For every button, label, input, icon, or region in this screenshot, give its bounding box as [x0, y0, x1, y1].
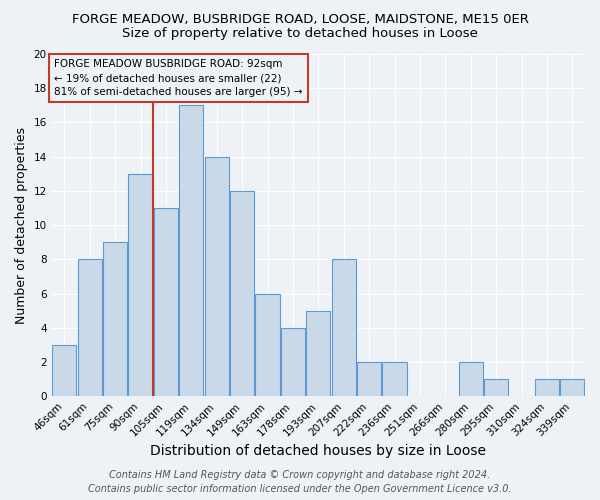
- Y-axis label: Number of detached properties: Number of detached properties: [15, 126, 28, 324]
- Text: FORGE MEADOW BUSBRIDGE ROAD: 92sqm
← 19% of detached houses are smaller (22)
81%: FORGE MEADOW BUSBRIDGE ROAD: 92sqm ← 19%…: [54, 59, 303, 97]
- Bar: [306, 310, 331, 396]
- Bar: [382, 362, 407, 396]
- Text: Contains HM Land Registry data © Crown copyright and database right 2024.
Contai: Contains HM Land Registry data © Crown c…: [88, 470, 512, 494]
- Bar: [281, 328, 305, 396]
- Bar: [179, 106, 203, 396]
- Text: Size of property relative to detached houses in Loose: Size of property relative to detached ho…: [122, 28, 478, 40]
- Bar: [154, 208, 178, 396]
- Bar: [357, 362, 381, 396]
- Bar: [230, 191, 254, 396]
- Bar: [332, 260, 356, 396]
- Bar: [52, 345, 76, 396]
- Bar: [256, 294, 280, 396]
- X-axis label: Distribution of detached houses by size in Loose: Distribution of detached houses by size …: [151, 444, 487, 458]
- Bar: [77, 260, 102, 396]
- Bar: [205, 156, 229, 396]
- Bar: [560, 379, 584, 396]
- Bar: [458, 362, 483, 396]
- Text: FORGE MEADOW, BUSBRIDGE ROAD, LOOSE, MAIDSTONE, ME15 0ER: FORGE MEADOW, BUSBRIDGE ROAD, LOOSE, MAI…: [71, 12, 529, 26]
- Bar: [103, 242, 127, 396]
- Bar: [484, 379, 508, 396]
- Bar: [535, 379, 559, 396]
- Bar: [128, 174, 152, 396]
